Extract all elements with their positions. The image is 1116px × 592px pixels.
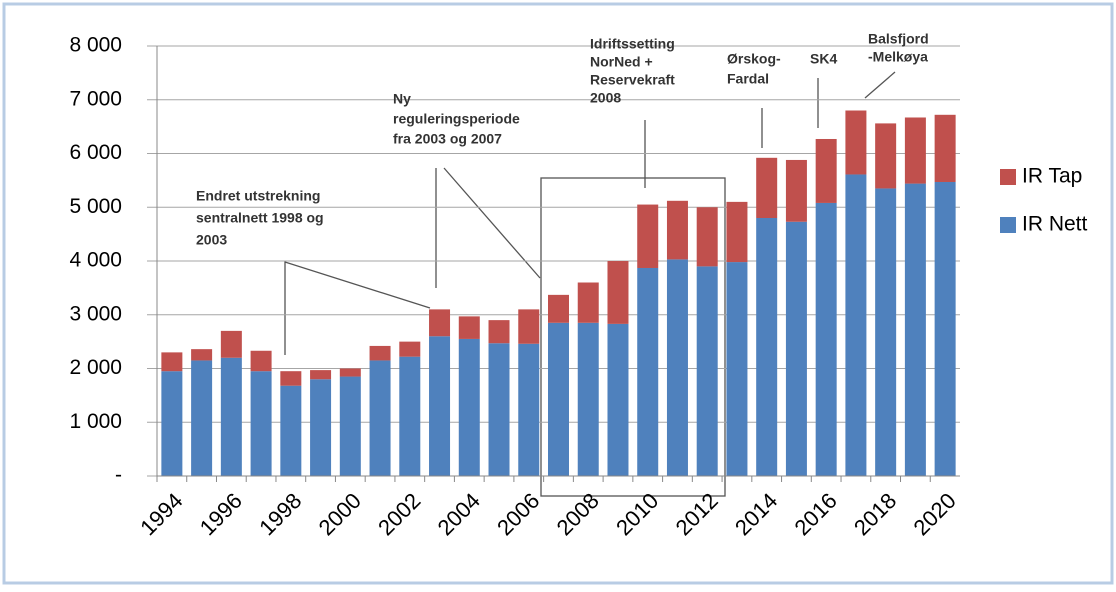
bar-segment <box>696 207 718 267</box>
annotation: Balsfjord -Melkøya <box>868 31 929 65</box>
bar-segment <box>250 371 272 476</box>
annotation: Endret utstrekning sentralnett 1998 og 200… <box>196 188 324 248</box>
bar-segment <box>785 159 807 222</box>
annotation-text: NorNed + <box>590 54 653 70</box>
annotation: SK4 <box>810 51 837 67</box>
bar-segment <box>310 370 332 380</box>
bar-segment <box>815 138 837 203</box>
annotation-text: Idriftssetting <box>590 36 675 52</box>
y-tick-label: 1 000 <box>69 410 122 433</box>
bar-segment <box>369 360 391 476</box>
legend: IR Tap IR Nett <box>1000 165 1088 236</box>
bar-segment <box>161 371 183 476</box>
bar-segment <box>875 123 897 189</box>
annotation-text: Balsfjord <box>868 31 929 47</box>
y-tick-label: - <box>115 464 122 487</box>
annotation-text: Fardal <box>727 71 769 87</box>
highlight-box <box>540 177 726 497</box>
bar-segment <box>577 322 599 476</box>
annotation-text: Reservekraft <box>590 72 675 88</box>
legend-swatch <box>1000 217 1016 233</box>
pointer <box>284 261 431 355</box>
bar-segment <box>191 349 213 361</box>
bar-segment <box>399 341 421 357</box>
bar-segment <box>250 350 272 372</box>
bar-segment <box>904 117 926 184</box>
bar-segment <box>637 267 659 476</box>
bar-segment <box>756 218 778 476</box>
annotation-text: 2003 <box>196 232 227 248</box>
annotation-text: Endret utstrekning <box>196 188 320 204</box>
bar-segment <box>666 200 688 260</box>
y-tick-label: 7 000 <box>69 87 122 110</box>
bar-segment <box>548 294 569 323</box>
bar-segment <box>429 336 451 476</box>
bar-segment <box>161 352 183 372</box>
legend-swatch <box>1000 169 1016 185</box>
bar-segment <box>756 157 778 218</box>
pointer <box>864 71 896 99</box>
bar-segment <box>845 110 867 175</box>
annotation-text: 2008 <box>590 90 621 106</box>
y-tick-label: 2 000 <box>69 356 122 379</box>
bar-segment <box>458 316 480 339</box>
bar-segment <box>220 357 242 476</box>
bar-segment <box>637 204 659 268</box>
bar-segment <box>310 379 332 476</box>
bar-segment <box>934 181 956 477</box>
bar-segment <box>577 282 599 323</box>
y-tick-label: 3 000 <box>69 302 122 325</box>
annotation-text: Ørskog- <box>727 51 781 67</box>
bar-segment <box>488 343 510 476</box>
bar-segment <box>904 183 926 476</box>
bar-segment <box>696 266 718 476</box>
bar-segment <box>785 221 807 476</box>
bar-segment <box>934 114 956 182</box>
bar-segment <box>548 322 569 476</box>
bar-segment <box>191 360 213 476</box>
bar-segment <box>607 323 629 476</box>
bar-segment <box>339 376 361 476</box>
annotation: Ny reguleringsperiode fra 2003 og 2007 <box>393 91 520 147</box>
bar-segment <box>666 259 688 476</box>
annotation-text: Ny <box>393 91 411 107</box>
annotation-text: -Melkøya <box>868 49 928 65</box>
annotation-text: SK4 <box>810 51 837 67</box>
bar-segment <box>607 261 629 324</box>
legend-label: IR Tap <box>1022 165 1082 188</box>
legend-label: IR Nett <box>1022 213 1088 236</box>
bar-segment <box>875 188 897 476</box>
y-tick-label: 5 000 <box>69 195 122 218</box>
y-tick-label: 6 000 <box>69 141 122 164</box>
bar-segment <box>845 174 867 476</box>
annotation-text: fra 2003 og 2007 <box>393 131 502 147</box>
bar-segment <box>488 320 510 344</box>
bar-segment <box>726 201 748 263</box>
bar-segment <box>726 262 748 476</box>
bar-segment <box>339 368 361 377</box>
bar-segment <box>518 309 540 344</box>
bar-segment <box>280 385 302 476</box>
annotation-text: reguleringsperiode <box>393 111 520 127</box>
y-tick-label: 4 000 <box>69 249 122 272</box>
bar-segment <box>815 202 837 476</box>
annotation-text: sentralnett 1998 og <box>196 210 324 226</box>
annotation: Ørskog- Fardal <box>727 51 781 87</box>
bar-segment <box>369 345 391 361</box>
y-tick-label: 8 000 <box>69 34 122 57</box>
pointers <box>284 71 896 355</box>
bar-segment <box>518 343 540 476</box>
bar-segment <box>280 371 302 386</box>
bar-segment <box>429 309 451 337</box>
annotation: Idriftssetting NorNed + Reservekraft 2008 <box>590 36 675 106</box>
bar-segment <box>399 356 421 476</box>
pointer <box>443 167 541 279</box>
bar-segment <box>458 338 480 476</box>
bar-segment <box>220 330 242 358</box>
